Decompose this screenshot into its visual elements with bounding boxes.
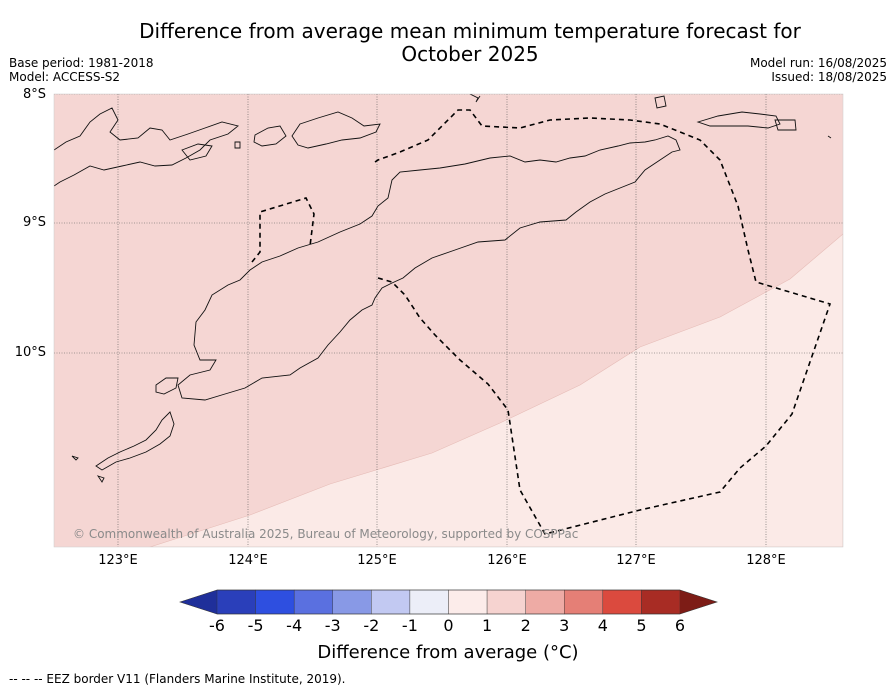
lon-label-123e: 123°E [98,553,138,568]
lon-label-128e: 128°E [746,553,786,568]
colorbar-tick-label: 0 [443,616,454,635]
meta-right: Model run: 16/08/2025 Issued: 18/08/2025 [750,56,887,84]
coast-small-5 [827,135,832,139]
colorbar-tick-label: -6 [209,616,225,635]
colorbar-extend-high [680,590,717,614]
coast-wetar [696,111,781,129]
coast-pantar [253,125,287,147]
coast-small-1 [654,95,667,109]
colorbar-bin-3 [332,589,372,615]
coast-semau [155,377,179,395]
lat-label-8s: 8°S [22,87,46,102]
colorbar-bin-8 [525,589,565,615]
colorbar-bin-2 [293,589,333,615]
colorbar-bin-7 [486,589,526,615]
colorbar-tick-label: -5 [247,616,264,635]
lon-label-125e: 125°E [357,553,397,568]
model-run: Model run: 16/08/2025 [749,56,887,70]
colorbar-tick-label: 3 [559,616,570,635]
lon-label-126e: 126°E [487,553,527,568]
colorbar-bin-6 [448,589,488,615]
colorbar-tick-label: 1 [481,616,493,635]
colorbar-bin-11 [641,589,681,615]
issued-date: Issued: 18/08/2025 [771,70,887,84]
coast-wetar-2 [774,119,797,131]
colorbar-bin-9 [564,589,604,615]
coast-small-2 [469,94,481,103]
lon-label-124e: 124°E [228,553,268,568]
map-title: Difference from average mean minimum tem… [90,20,850,66]
colorbar-tick-label: 6 [674,616,686,635]
map-frame [53,93,844,548]
coast-small-4 [71,455,79,461]
colorbar-bin-5 [409,589,449,615]
eez-timor-leste [374,109,832,535]
gridlines [54,94,843,547]
lat-label-10s: 10°S [14,345,46,360]
colorbar-bin-10 [602,589,642,615]
colorbar-tick-label: 5 [636,616,647,635]
coast-rote-tip [96,475,105,483]
region-0-to-1 [149,233,843,547]
colorbar-tick-label: -2 [363,616,380,635]
coast-timor [177,135,681,401]
eez-borders [251,109,832,535]
colorbar [179,589,718,615]
title-line-1: Difference from average mean minimum tem… [139,19,801,43]
colorbar-bin-4 [371,589,411,615]
colorbar-bin-1 [255,589,295,615]
colorbar-bin-0 [216,589,256,615]
meta-left: Base period: 1981-2018 Model: ACCESS-S2 [9,56,154,84]
coastlines [54,94,832,483]
eez-oecusse [251,197,315,263]
colorbar-extend-low [180,590,217,614]
colorbar-tick-label: 2 [520,616,531,635]
colorbar-outline [179,589,718,615]
lat-label-9s: 9°S [22,215,46,230]
title-line-2: October 2025 [401,42,539,66]
coast-flores-east [54,107,239,187]
coast-small-3 [234,141,241,149]
colorbar-label: Difference from average (°C) [317,642,579,663]
model-name: Model: ACCESS-S2 [9,70,121,84]
coast-adonara [181,143,213,161]
copyright-notice: © Commonwealth of Australia 2025, Bureau… [73,527,579,541]
coast-alor [291,111,381,149]
colorbar-tick-label: 4 [597,616,608,635]
colorbar-tick-label: -4 [286,616,303,635]
colorbar-tick-label: -3 [324,616,341,635]
lon-label-127e: 127°E [616,553,656,568]
base-period: Base period: 1981-2018 [9,56,154,70]
coast-rote [95,411,175,471]
colorbar-tick-label: -1 [401,616,418,635]
eez-legend: -- -- -- EEZ border V11 (Flanders Marine… [9,672,346,686]
